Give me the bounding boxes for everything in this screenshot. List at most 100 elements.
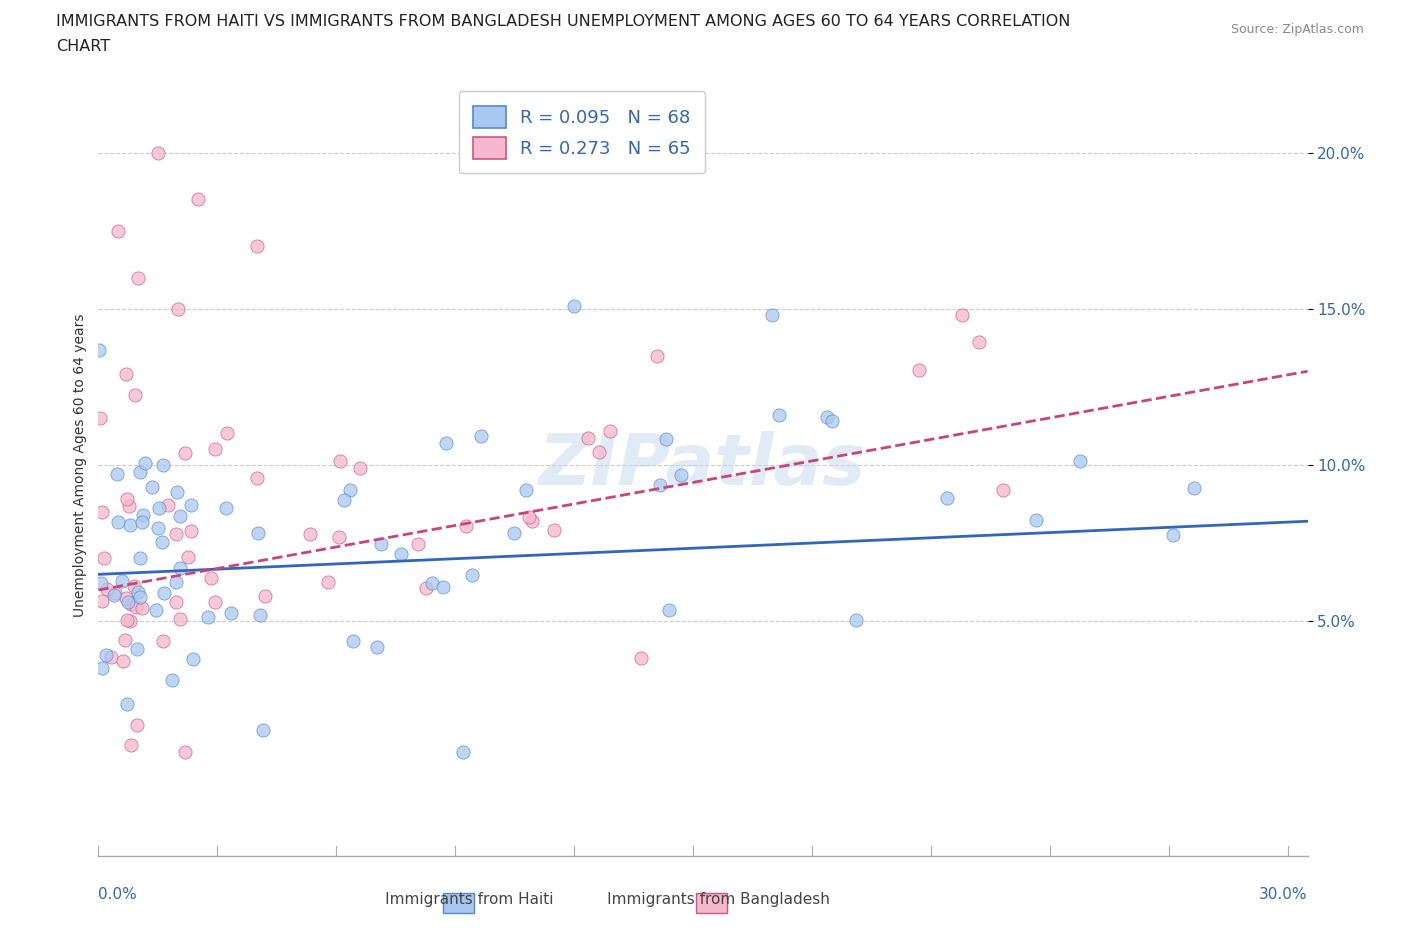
- Point: [104, 585, 127, 600]
- Text: 0.0%: 0.0%: [98, 887, 138, 902]
- Point: [129, 551, 152, 565]
- Point: [669, 468, 692, 483]
- Point: [655, 432, 678, 446]
- Point: [131, 601, 153, 616]
- Point: [127, 642, 149, 657]
- Point: [991, 483, 1014, 498]
- Legend: R = 0.095   N = 68, R = 0.273   N = 65: R = 0.095 N = 68, R = 0.273 N = 65: [458, 91, 706, 173]
- Point: [89, 411, 111, 426]
- Text: IMMIGRANTS FROM HAITI VS IMMIGRANTS FROM BANGLADESH UNEMPLOYMENT AMONG AGES 60 T: IMMIGRANTS FROM HAITI VS IMMIGRANTS FROM…: [56, 14, 1070, 29]
- Point: [630, 650, 652, 665]
- Point: [94, 647, 117, 662]
- Bar: [696, 893, 727, 913]
- Point: [90, 504, 112, 519]
- Point: [91, 660, 114, 675]
- Point: [562, 299, 585, 313]
- Point: [148, 500, 170, 515]
- Point: [821, 414, 844, 429]
- Point: [174, 445, 197, 460]
- Point: [217, 426, 239, 441]
- Point: [93, 551, 115, 565]
- Point: [112, 653, 135, 668]
- Point: [936, 490, 959, 505]
- Point: [127, 585, 149, 600]
- Point: [1069, 453, 1091, 468]
- Point: [219, 605, 242, 620]
- Point: [153, 586, 176, 601]
- Point: [599, 423, 621, 438]
- Point: [969, 334, 991, 349]
- Point: [125, 718, 148, 733]
- Point: [90, 593, 112, 608]
- Point: [165, 595, 187, 610]
- Point: [252, 723, 274, 737]
- Text: Immigrants from Haiti           Immigrants from Bangladesh: Immigrants from Haiti Immigrants from Ba…: [352, 892, 830, 907]
- Point: [107, 515, 129, 530]
- Point: [129, 464, 152, 479]
- Point: [96, 582, 118, 597]
- Point: [169, 508, 191, 523]
- Point: [90, 576, 112, 591]
- Point: [415, 580, 437, 595]
- Point: [186, 192, 208, 206]
- Point: [115, 492, 138, 507]
- Point: [169, 561, 191, 576]
- Point: [165, 526, 187, 541]
- Point: [169, 612, 191, 627]
- Point: [141, 480, 163, 495]
- Point: [107, 223, 129, 238]
- Point: [658, 603, 681, 618]
- Point: [515, 482, 537, 497]
- Point: [100, 650, 122, 665]
- Point: [146, 521, 169, 536]
- Point: [122, 578, 145, 593]
- Point: [204, 594, 226, 609]
- Point: [389, 546, 412, 561]
- Point: [645, 348, 668, 363]
- Point: [520, 513, 543, 528]
- Point: [543, 522, 565, 537]
- Point: [111, 574, 134, 589]
- Point: [451, 745, 474, 760]
- Point: [152, 458, 174, 472]
- Point: [117, 498, 139, 513]
- Point: [152, 535, 174, 550]
- Text: CHART: CHART: [56, 39, 110, 54]
- Point: [124, 600, 146, 615]
- Point: [114, 366, 136, 381]
- Point: [342, 634, 364, 649]
- Point: [145, 602, 167, 617]
- Point: [165, 574, 187, 589]
- Point: [200, 571, 222, 586]
- Point: [215, 500, 238, 515]
- Point: [127, 270, 149, 285]
- Point: [166, 301, 188, 316]
- Point: [118, 517, 141, 532]
- Point: [146, 145, 169, 160]
- Point: [174, 745, 197, 760]
- Point: [129, 590, 152, 604]
- Point: [118, 613, 141, 628]
- Point: [197, 610, 219, 625]
- Text: Source: ZipAtlas.com: Source: ZipAtlas.com: [1230, 23, 1364, 36]
- Point: [166, 485, 188, 499]
- Point: [120, 737, 142, 752]
- Point: [420, 575, 443, 590]
- Point: [470, 429, 492, 444]
- Point: [134, 456, 156, 471]
- Text: 30.0%: 30.0%: [1260, 887, 1308, 902]
- Point: [454, 519, 477, 534]
- Point: [156, 498, 179, 512]
- Point: [1182, 481, 1205, 496]
- Point: [588, 445, 610, 459]
- Point: [249, 607, 271, 622]
- Point: [115, 613, 138, 628]
- Point: [117, 595, 139, 610]
- Point: [761, 308, 783, 323]
- Point: [318, 574, 340, 589]
- Point: [517, 510, 540, 525]
- Point: [152, 633, 174, 648]
- Point: [180, 524, 202, 538]
- Point: [648, 478, 671, 493]
- Point: [768, 408, 790, 423]
